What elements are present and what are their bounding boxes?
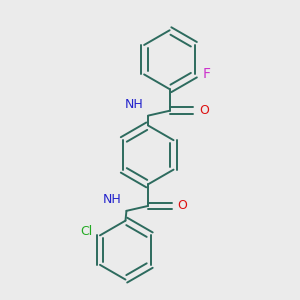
- Text: Cl: Cl: [80, 225, 92, 238]
- Text: NH: NH: [124, 98, 143, 111]
- Text: O: O: [178, 200, 188, 212]
- Text: NH: NH: [103, 193, 122, 206]
- Text: F: F: [203, 68, 211, 81]
- Text: O: O: [199, 104, 209, 117]
